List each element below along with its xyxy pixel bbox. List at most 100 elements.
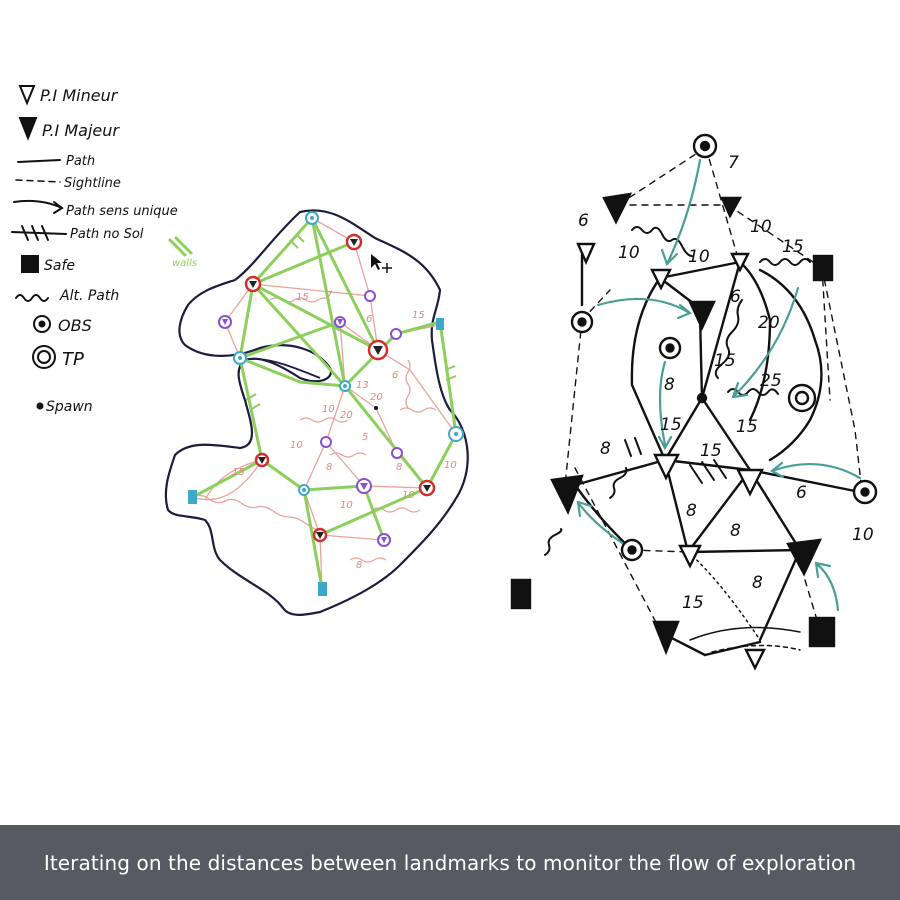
double-circle-icon [32, 345, 56, 369]
edge-label: 8 [600, 439, 611, 459]
obs-marker [339, 380, 351, 392]
edge-label: 10 [750, 217, 772, 237]
major-poi-marker [418, 479, 436, 497]
edge-label: 6 [366, 314, 372, 325]
edge-label: 8 [396, 462, 402, 473]
edge-label: 10 [688, 247, 710, 267]
caption-text: Iterating on the distances between landm… [43, 850, 857, 875]
major-poi-node [602, 192, 633, 225]
triangle-outline-icon [18, 85, 36, 106]
major-poi-marker [244, 275, 262, 293]
legend-label: Path no Sol [70, 227, 144, 242]
sightlines [564, 147, 863, 631]
wavy-line-icon [15, 294, 49, 302]
legend-label: Path sens unique [66, 204, 178, 219]
major-poi-marker [345, 233, 363, 251]
dashed-line-icon [15, 179, 61, 183]
legend-label: P.I Majeur [42, 121, 120, 140]
legend-label: Alt. Path [59, 288, 119, 304]
obs-node [570, 310, 594, 334]
circle-dot-icon [33, 315, 51, 333]
tp-node [787, 383, 817, 413]
edge-label: 8 [730, 521, 741, 541]
edge-label: 15 [714, 351, 736, 371]
edge-label: 10 [340, 500, 353, 511]
major-poi-marker [312, 527, 328, 543]
legend-label: Sightline [64, 176, 121, 191]
safe-marker [318, 582, 327, 596]
edge-label: 13 [356, 380, 369, 391]
map-note: walls [172, 258, 197, 269]
sketch-canvas: P.I Mineur P.I Majeur Path Sightline Pat… [11, 85, 878, 671]
safe-node [808, 616, 836, 648]
one-way-arrows [576, 158, 862, 612]
edge-label: 10 [290, 440, 303, 451]
minor-poi-marker [377, 533, 391, 547]
edge-label: 6 [578, 211, 589, 231]
hatched-line-icon [11, 225, 67, 241]
edge-label: 15 [782, 237, 804, 257]
minor-poi-node [678, 544, 702, 569]
obs-marker [233, 351, 247, 365]
island-map: walls 15 7 6 13 10 10 15 20 8 10 5 8 6 2… [164, 209, 469, 616]
alt-paths [544, 226, 811, 556]
minor-poi-marker [218, 315, 232, 329]
edge-label: 15 [660, 415, 682, 435]
major-poi-marker [254, 452, 270, 468]
hatched-paths [624, 437, 727, 484]
legend-label: Spawn [46, 399, 93, 415]
minor-poi-marker [390, 328, 402, 340]
major-poi-node [688, 300, 716, 331]
minor-poi-node [653, 453, 680, 481]
edge-label: 8 [664, 375, 675, 395]
edge-label: 15 [296, 292, 309, 303]
edge-label: 15 [700, 441, 722, 461]
obs-node [692, 133, 718, 159]
spawn-node [696, 392, 708, 404]
triangle-filled-icon [18, 117, 38, 141]
edge-label: 10 [402, 490, 415, 501]
map-edge-labels: 15 7 6 13 10 10 15 20 8 10 5 8 6 20 10 1… [232, 290, 457, 571]
safe-node [812, 254, 834, 282]
dot-icon [36, 402, 44, 410]
edge-label: 6 [730, 287, 741, 307]
legend-label: TP [62, 349, 84, 370]
edge-label: 15 [736, 417, 758, 437]
edge-label: 8 [356, 560, 362, 571]
edge-label: 10 [444, 460, 457, 471]
square-filled-icon [21, 255, 39, 273]
edge-label: 6 [796, 483, 807, 503]
edge-label: 6 [392, 370, 398, 381]
edge-label: 5 [362, 432, 368, 443]
minor-poi-marker [391, 447, 403, 459]
hatch-marks [245, 233, 457, 411]
legend-label: Path [66, 154, 95, 169]
spawn-marker [374, 406, 378, 410]
obs-node [852, 479, 878, 505]
minor-poi-marker [356, 478, 372, 494]
major-poi-node [550, 474, 584, 515]
safe-marker [188, 490, 197, 504]
solid-line-icon [17, 159, 61, 163]
edge-label: 25 [760, 371, 782, 391]
edge-label: 20 [758, 313, 780, 333]
bottom-links [687, 551, 801, 653]
safe-marker [436, 318, 444, 330]
obs-node [620, 538, 644, 562]
minor-poi-node [576, 242, 596, 265]
minor-poi-node [736, 468, 764, 497]
edge-label: 20 [370, 392, 383, 403]
edge-label: 8 [686, 501, 697, 521]
legend-label: OBS [58, 316, 92, 335]
minor-poi-node [730, 252, 750, 273]
major-poi-node [652, 620, 680, 656]
major-poi-marker [367, 339, 389, 361]
edge-label: 7 [728, 153, 739, 173]
main-paths [168, 216, 458, 590]
graph-nodes [510, 133, 878, 671]
obs-marker [448, 426, 464, 442]
map-lake [244, 358, 321, 379]
obs-node [658, 336, 682, 360]
move-cursor-icon [371, 254, 392, 273]
obs-marker [305, 211, 319, 225]
